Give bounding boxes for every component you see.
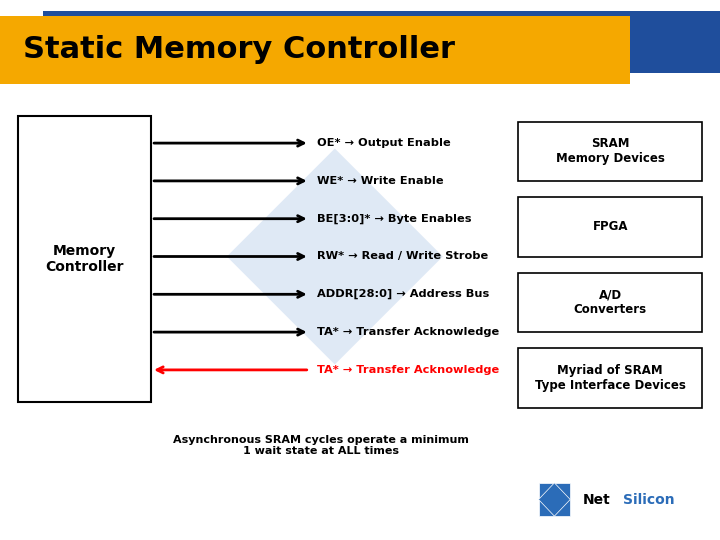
Text: TA* → Transfer Acknowledge: TA* → Transfer Acknowledge — [317, 365, 499, 375]
FancyBboxPatch shape — [43, 11, 720, 73]
Text: TA* → Transfer Acknowledge: TA* → Transfer Acknowledge — [317, 327, 499, 337]
FancyBboxPatch shape — [518, 197, 702, 256]
FancyBboxPatch shape — [0, 16, 630, 84]
Text: Silicon: Silicon — [623, 492, 675, 507]
Text: ADDR[28:0] → Address Bus: ADDR[28:0] → Address Bus — [317, 289, 489, 300]
FancyBboxPatch shape — [18, 116, 151, 402]
Text: SRAM
Memory Devices: SRAM Memory Devices — [556, 137, 665, 165]
Text: RW* → Read / Write Strobe: RW* → Read / Write Strobe — [317, 252, 488, 261]
Text: OE* → Output Enable: OE* → Output Enable — [317, 138, 451, 148]
Text: Net: Net — [583, 492, 611, 507]
Polygon shape — [539, 483, 570, 516]
Text: A/D
Converters: A/D Converters — [574, 288, 647, 316]
Text: Asynchronous SRAM cycles operate a minimum
1 wait state at ALL times: Asynchronous SRAM cycles operate a minim… — [173, 435, 469, 456]
FancyBboxPatch shape — [518, 348, 702, 408]
Text: Myriad of SRAM
Type Interface Devices: Myriad of SRAM Type Interface Devices — [535, 364, 685, 392]
Polygon shape — [227, 148, 443, 364]
Text: FPGA: FPGA — [593, 220, 628, 233]
Polygon shape — [539, 483, 570, 516]
Text: WE* → Write Enable: WE* → Write Enable — [317, 176, 444, 186]
Text: Memory
Controller: Memory Controller — [45, 244, 124, 274]
Text: Static Memory Controller: Static Memory Controller — [23, 35, 455, 64]
Text: BE[3:0]* → Byte Enables: BE[3:0]* → Byte Enables — [317, 213, 472, 224]
FancyBboxPatch shape — [518, 122, 702, 181]
FancyBboxPatch shape — [518, 273, 702, 332]
